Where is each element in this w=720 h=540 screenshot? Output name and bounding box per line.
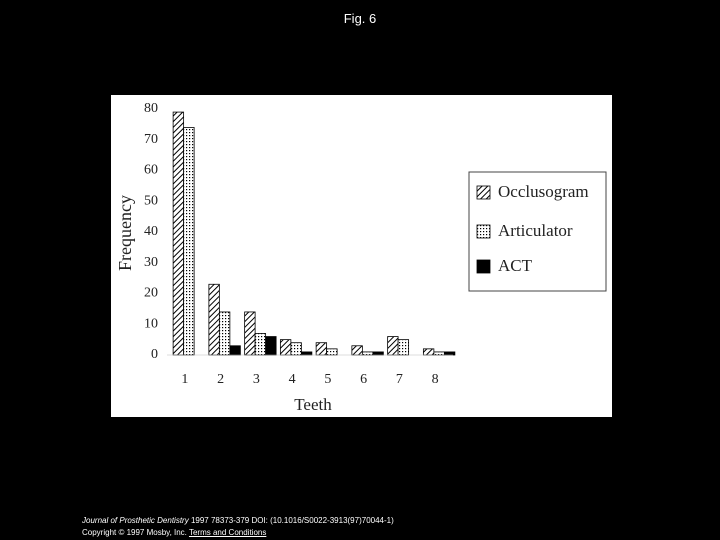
slide-title: Fig. 6: [343, 11, 377, 26]
bar: [208, 283, 220, 356]
bar: [326, 348, 338, 356]
journal: Journal of Prosthetic Dentistry: [82, 516, 189, 525]
legend-swatch: [476, 224, 491, 239]
bar: [351, 345, 363, 356]
x-tick-label: 4: [289, 372, 296, 387]
copyright-line: Copyright © 1997 Mosby, Inc. Terms and C…: [82, 527, 394, 539]
y-tick-label: 0: [151, 347, 158, 362]
bar: [244, 311, 256, 356]
x-tick-label: 3: [253, 372, 260, 387]
x-tick-label: 1: [181, 372, 188, 387]
y-tick-label: 50: [144, 193, 158, 208]
y-tick-label: 80: [144, 101, 158, 116]
reference: 1997 78373-379 DOI: (10.1016/S0022-3913(…: [190, 516, 394, 525]
footer: Journal of Prosthetic Dentistry 1997 783…: [82, 515, 394, 539]
legend-label: Articulator: [498, 221, 573, 240]
y-tick-label: 10: [144, 316, 158, 331]
bar: [387, 336, 399, 356]
y-tick-label: 20: [144, 286, 158, 301]
bar: [372, 351, 384, 356]
bar: [254, 333, 267, 356]
x-tick-label: 6: [360, 372, 367, 387]
y-tick-label: 40: [144, 224, 158, 239]
bar: [172, 111, 185, 356]
bar: [218, 311, 231, 356]
chart: Frequency Teeth 0 10 20 30 40 50 60 70 80 1 2 3 4 5 6 7…: [111, 95, 612, 417]
y-tick-label: 60: [144, 163, 158, 178]
x-tick-label: 5: [324, 372, 331, 387]
citation: Journal of Prosthetic Dentistry 1997 783…: [82, 515, 394, 527]
legend-swatch: [476, 259, 491, 274]
bar: [315, 342, 328, 356]
x-tick-label: 8: [432, 372, 439, 387]
legend-swatch: [476, 185, 491, 200]
bar: [433, 351, 445, 356]
legend-label: ACT: [498, 256, 533, 275]
bar: [300, 351, 313, 356]
bar: [279, 339, 292, 356]
bar: [229, 345, 241, 356]
bar: [183, 127, 195, 356]
y-tick-label: 70: [144, 132, 158, 147]
x-tick-label: 2: [217, 372, 224, 387]
bar: [422, 348, 435, 356]
x-tick-label: 7: [396, 372, 403, 387]
y-axis-label: Frequency: [115, 195, 135, 271]
bar: [397, 339, 410, 356]
x-axis-label: Teeth: [294, 395, 332, 414]
legend-label: Occlusogram: [498, 182, 589, 201]
legend-box: [468, 171, 607, 292]
bar: [443, 351, 456, 356]
copyright: Copyright © 1997 Mosby, Inc.: [82, 528, 187, 537]
terms-link[interactable]: Terms and Conditions: [188, 528, 267, 537]
bar: [265, 336, 277, 356]
bar: [361, 351, 374, 356]
y-tick-label: 30: [144, 255, 158, 270]
bar: [290, 342, 302, 356]
